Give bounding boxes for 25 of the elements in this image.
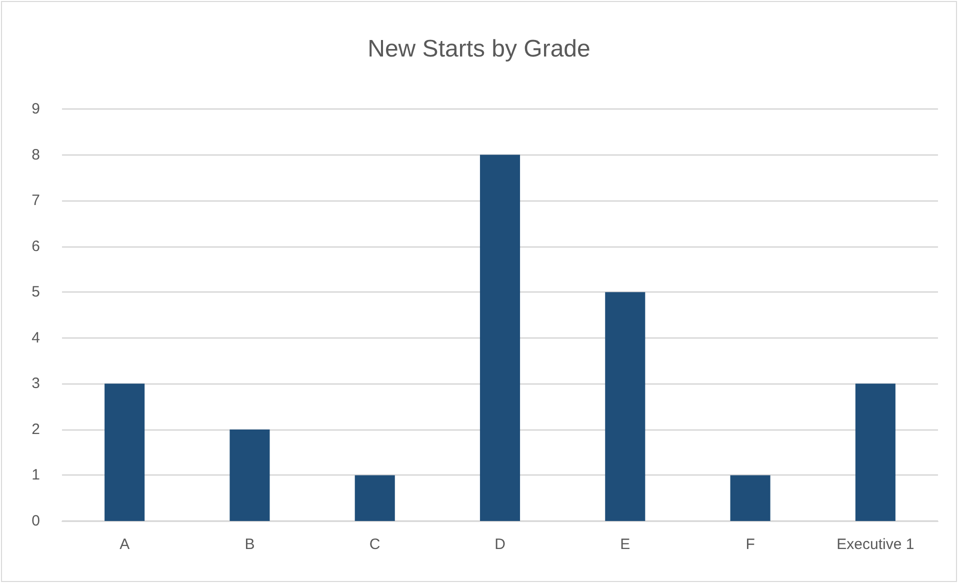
chart-title: New Starts by Grade (368, 36, 590, 62)
y-tick-label: 2 (32, 420, 40, 438)
bar (855, 384, 896, 521)
y-tick-label: 3 (32, 375, 40, 392)
bar (480, 154, 520, 521)
y-tick-label: 0 (32, 512, 40, 530)
y-tick-label: 4 (32, 329, 40, 346)
x-tick-label: Executive 1 (836, 536, 914, 553)
bar (104, 384, 145, 521)
x-tick-label: E (620, 536, 630, 553)
bar (730, 475, 770, 521)
bar (354, 475, 395, 521)
x-tick-label: F (746, 536, 755, 553)
y-tick-label: 8 (32, 146, 40, 164)
y-tick-label: 9 (32, 100, 40, 118)
y-tick-label: 1 (32, 466, 40, 484)
y-tick-label: 6 (32, 238, 40, 255)
x-tick-label: C (369, 536, 380, 553)
y-tick-label: 7 (32, 192, 40, 210)
x-tick-label: D (494, 536, 506, 553)
bar (230, 429, 270, 521)
x-tick-label: A (120, 536, 130, 553)
x-tick-label: B (244, 536, 255, 553)
y-tick-label: 5 (32, 284, 40, 301)
bar (605, 292, 646, 521)
